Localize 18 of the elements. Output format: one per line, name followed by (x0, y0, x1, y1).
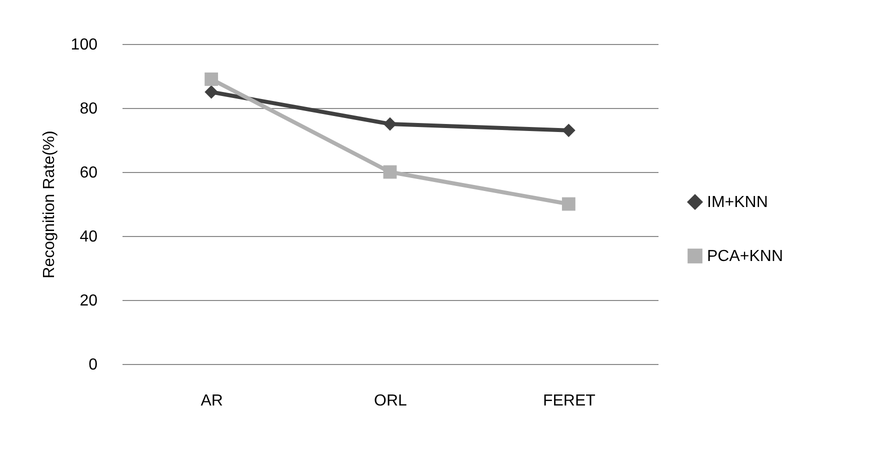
point (204, 72, 218, 86)
legend-label: IM+KNN (707, 194, 768, 211)
y-tick-label: 60 (80, 164, 98, 182)
y-tick-label: 40 (80, 228, 98, 246)
point (562, 197, 576, 211)
x-tick-label: AR (200, 392, 223, 410)
y-tick-label: 0 (88, 356, 98, 374)
x-tick-label: ORL (374, 392, 408, 410)
legend-label: PCA+KNN (707, 248, 784, 265)
y-tick-label: 20 (80, 292, 98, 310)
x-tick-label: FERET (542, 392, 596, 410)
y-tick-label: 100 (70, 36, 98, 54)
point (383, 117, 397, 131)
point (204, 85, 218, 99)
point (383, 165, 397, 179)
y-tick-label: 80 (80, 100, 98, 118)
y-axis-title: Recognition Rate(%) (40, 130, 58, 278)
point (562, 124, 576, 138)
